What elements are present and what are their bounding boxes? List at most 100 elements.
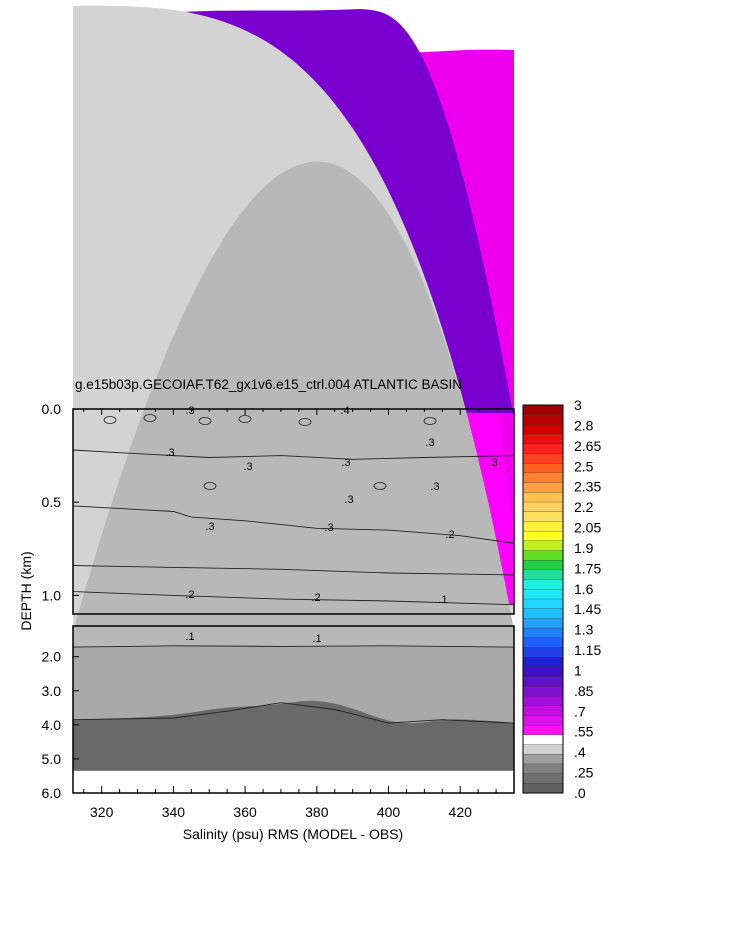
contour-label: .2 (311, 592, 320, 604)
axes: 0.0 0.5 1.0 2.0 3.0 4.0 5.0 6.0 320 340 360 380 400 4… (42, 401, 515, 820)
lower-panel-frame (72, 625, 515, 794)
y-tick-label: 6.0 (42, 785, 62, 801)
colorbar-swatch (522, 724, 564, 736)
contour-loop (238, 415, 252, 423)
colorbar-swatch (522, 657, 564, 668)
x-tick-label: 380 (305, 804, 329, 820)
contour-loop (373, 482, 387, 490)
colorbar-label: .7 (574, 703, 586, 719)
colorbar-swatch (522, 744, 564, 755)
contour-label: .3 (425, 437, 434, 449)
colorbar-swatch (522, 472, 564, 484)
colorbar-label: 1.6 (574, 581, 594, 597)
contour-loop (198, 417, 212, 425)
colorbar-swatch (522, 443, 564, 454)
contour-label: .1 (185, 631, 194, 643)
colorbar-swatch (522, 715, 564, 726)
y-tick-label: 2.0 (42, 649, 62, 665)
colorbar-label: .55 (574, 724, 594, 740)
y-tick-label: 0.5 (42, 494, 62, 510)
y-tick-label: 1.0 (42, 587, 62, 603)
y-tick-label: 0.0 (42, 401, 62, 417)
colorbar-swatch (522, 686, 564, 697)
colorbar-swatch (522, 511, 564, 522)
contour-lines (72, 414, 515, 724)
colorbar-swatch (522, 579, 564, 590)
x-tick-label: 400 (377, 804, 401, 820)
colorbar-swatch (522, 676, 564, 687)
colorbar-swatch (522, 424, 564, 435)
contour-line (72, 591, 515, 606)
contour-loop (423, 417, 437, 425)
colorbar-swatch (522, 404, 564, 416)
colorbar-label: .4 (574, 744, 586, 760)
contour-line (72, 645, 515, 648)
lower-panel-fill (73, 5, 514, 793)
contour-label: .2 (185, 589, 194, 601)
x-tick-label: 320 (90, 804, 114, 820)
fill-lighter-gray (73, 161, 514, 648)
fill-white-bottom (73, 770, 514, 793)
colorbar-swatch (522, 550, 564, 561)
colorbar-swatch (522, 521, 564, 532)
contour-loop (298, 418, 312, 426)
colorbar-swatch (522, 754, 564, 765)
colorbar-label: .85 (574, 683, 594, 699)
contour-labels: .3 .4 .3 .3 .3 .3 .3 .3 .3 .3 .3 .2 .2 .2 .1 .1 .1 (165, 405, 497, 645)
contour-label: .3 (341, 457, 350, 469)
contour-label: .1 (438, 594, 447, 606)
contour-line (72, 505, 515, 544)
colorbar-swatch (522, 598, 564, 610)
colorbar-label: 1.15 (574, 642, 601, 658)
colorbar-swatch (522, 618, 564, 629)
colorbar-label: 2.35 (574, 479, 601, 495)
colorbar-label: 1.75 (574, 560, 601, 576)
colorbar-swatch (522, 695, 564, 707)
contour-label: .3 (205, 521, 214, 533)
y-tick-label: 4.0 (42, 717, 62, 733)
contour-label: .2 (445, 529, 454, 541)
colorbar-label: 2.8 (574, 417, 594, 433)
upper-panel-frame (72, 408, 515, 615)
x-tick-label: 340 (162, 804, 186, 820)
colorbar-label: 1.45 (574, 601, 601, 617)
chart-title: g.e15b03p.GECOIAF.T62_gx1v6.e15_ctrl.004… (75, 377, 462, 392)
contour-label: .3 (488, 457, 497, 469)
contour-label: .3 (185, 405, 194, 417)
colorbar-swatch (522, 414, 564, 425)
colorbar-swatch (522, 569, 564, 581)
colorbar-swatch (522, 453, 564, 464)
colorbar-swatch (522, 763, 564, 775)
colorbar-swatch (522, 647, 564, 658)
contour-loop (103, 416, 117, 424)
y-tick-label: 3.0 (42, 683, 62, 699)
colorbar-swatch (522, 530, 564, 542)
colorbar: 3 2.8 2.65 2.5 2.35 2.2 2.05 1.9 1.75 1.6 1.45 1.3 1… (522, 397, 601, 801)
colorbar-swatch (522, 482, 564, 493)
colorbar-label: 1 (574, 662, 582, 678)
colorbar-label: 2.05 (574, 520, 601, 536)
colorbar-swatch (522, 463, 564, 474)
contour-label: .3 (324, 522, 333, 534)
contour-loop (143, 414, 157, 422)
colorbar-swatch (522, 783, 564, 794)
colorbar-swatch (522, 666, 564, 678)
contour-label: .1 (312, 633, 321, 645)
contour-label: .3 (243, 461, 252, 473)
fill-light-magenta (73, 49, 514, 534)
contour-label: .3 (430, 481, 439, 493)
contour-line (72, 702, 515, 724)
colorbar-swatch (522, 773, 564, 784)
x-tick-label: 360 (233, 804, 257, 820)
y-tick-label: 5.0 (42, 751, 62, 767)
colorbar-swatch (522, 492, 564, 503)
contour-label: .4 (340, 405, 349, 417)
colorbar-label: 1.9 (574, 540, 594, 556)
x-tick-label: 420 (449, 804, 473, 820)
colorbar-label: 2.65 (574, 438, 601, 454)
colorbar-swatch (522, 637, 564, 648)
contour-line (72, 449, 515, 460)
colorbar-swatch (522, 627, 564, 639)
colorbar-swatch (522, 589, 564, 600)
colorbar-swatch (522, 433, 564, 445)
